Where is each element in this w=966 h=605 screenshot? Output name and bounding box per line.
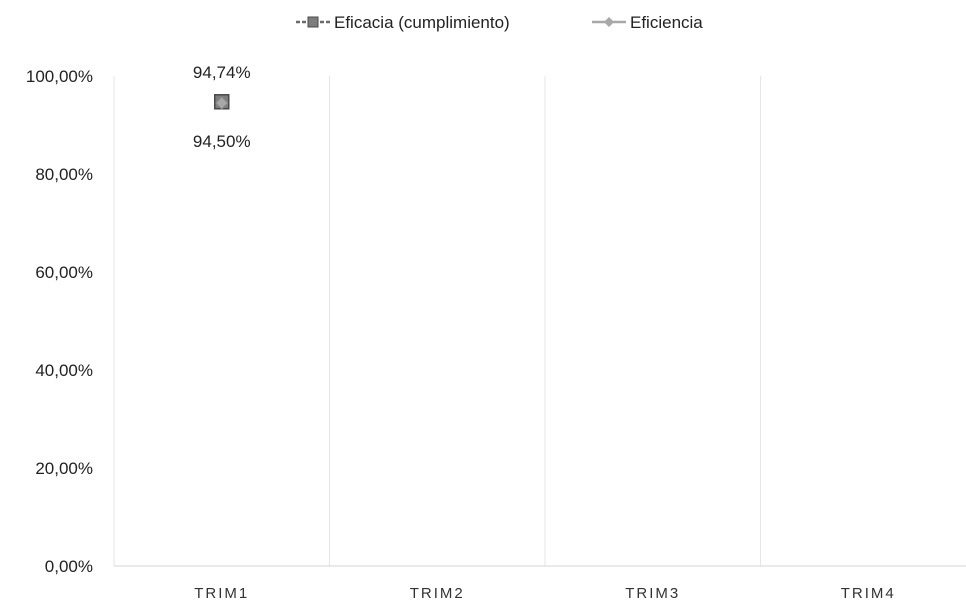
- x-tick-label: TRIM4: [841, 585, 896, 600]
- grid: [113, 76, 761, 566]
- data-point-diamond: [215, 96, 229, 110]
- x-axis: TRIM1 TRIM2 TRIM3 TRIM4: [114, 565, 966, 602]
- y-axis: 0,00% 20,00% 40,00% 60,00% 80,00% 100,00%: [26, 67, 93, 576]
- y-tick-label: 20,00%: [35, 459, 93, 478]
- y-tick-label: 0,00%: [45, 557, 93, 576]
- data-label: 94,74%: [193, 63, 251, 82]
- x-tick-label: TRIM1: [194, 585, 249, 600]
- x-tick-label: TRIM3: [625, 585, 680, 600]
- legend-label: Eficiencia: [630, 13, 703, 32]
- y-tick-label: 60,00%: [35, 263, 93, 282]
- legend: Eficacia (cumplimiento) Eficiencia: [296, 13, 703, 32]
- y-tick-label: 40,00%: [35, 361, 93, 380]
- legend-label: Eficacia (cumplimiento): [334, 13, 510, 32]
- legend-marker-square: [307, 16, 319, 28]
- x-tick-label: TRIM2: [410, 585, 465, 600]
- y-tick-label: 100,00%: [26, 67, 93, 86]
- plot-area: 94,74% 94,50%: [193, 63, 251, 151]
- legend-marker-diamond: [604, 17, 614, 27]
- data-label: 94,50%: [193, 132, 251, 151]
- y-tick-label: 80,00%: [35, 165, 93, 184]
